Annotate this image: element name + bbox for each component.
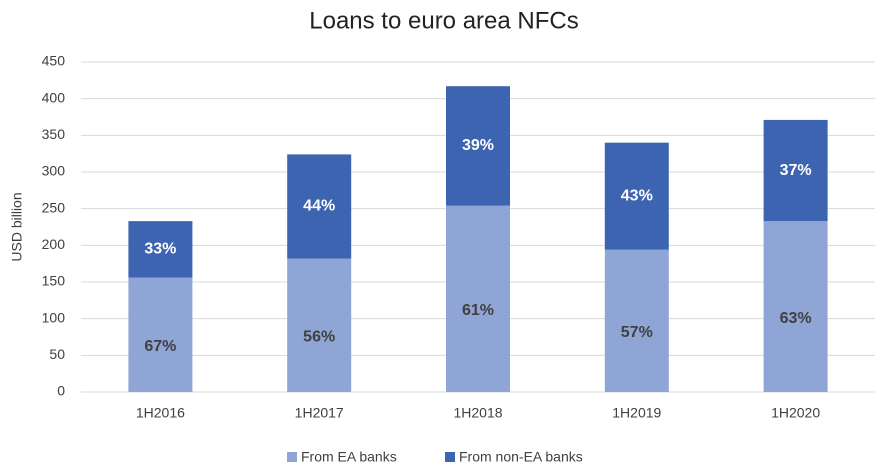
bar-segment — [446, 86, 510, 206]
y-tick-label: 50 — [49, 346, 65, 362]
x-tick-label: 1H2016 — [136, 405, 185, 421]
legend-swatch — [287, 452, 297, 462]
bar-segment — [446, 205, 510, 392]
data-label: 33% — [144, 241, 176, 258]
legend-label: From EA banks — [301, 449, 397, 465]
y-axis-label: USD billion — [9, 192, 25, 261]
bar-segment — [763, 221, 828, 392]
y-tick-label: 200 — [42, 236, 66, 252]
data-label: 44% — [303, 198, 335, 215]
bar-segment — [604, 142, 669, 250]
data-label: 67% — [144, 338, 176, 355]
bar-segment — [128, 277, 193, 392]
bar-segment — [604, 249, 669, 392]
data-label: 63% — [780, 310, 812, 327]
x-tick-label: 1H2018 — [453, 405, 502, 421]
y-tick-label: 0 — [57, 383, 65, 399]
y-tick-label: 100 — [42, 309, 66, 325]
x-tick-label: 1H2019 — [612, 405, 661, 421]
legend-label: From non-EA banks — [459, 449, 583, 465]
x-tick-label: 1H2017 — [295, 405, 344, 421]
bar-segment — [128, 221, 193, 278]
y-tick-label: 150 — [42, 273, 66, 289]
y-tick-label: 350 — [42, 126, 66, 142]
bar-segment — [763, 119, 828, 222]
data-label: 39% — [462, 137, 494, 154]
y-tick-label: 450 — [42, 53, 66, 69]
data-label: 37% — [780, 162, 812, 179]
data-label: 61% — [462, 302, 494, 319]
bar-segment — [287, 154, 352, 259]
chart-title: Loans to euro area NFCs — [309, 7, 578, 34]
y-tick-label: 300 — [42, 163, 66, 179]
data-label: 57% — [621, 324, 653, 341]
legend-swatch — [445, 452, 455, 462]
data-label: 56% — [303, 328, 335, 345]
bar-segment — [287, 258, 352, 392]
x-tick-label: 1H2020 — [771, 405, 820, 421]
y-tick-label: 400 — [42, 89, 66, 105]
y-tick-label: 250 — [42, 199, 66, 215]
data-label: 43% — [621, 187, 653, 204]
